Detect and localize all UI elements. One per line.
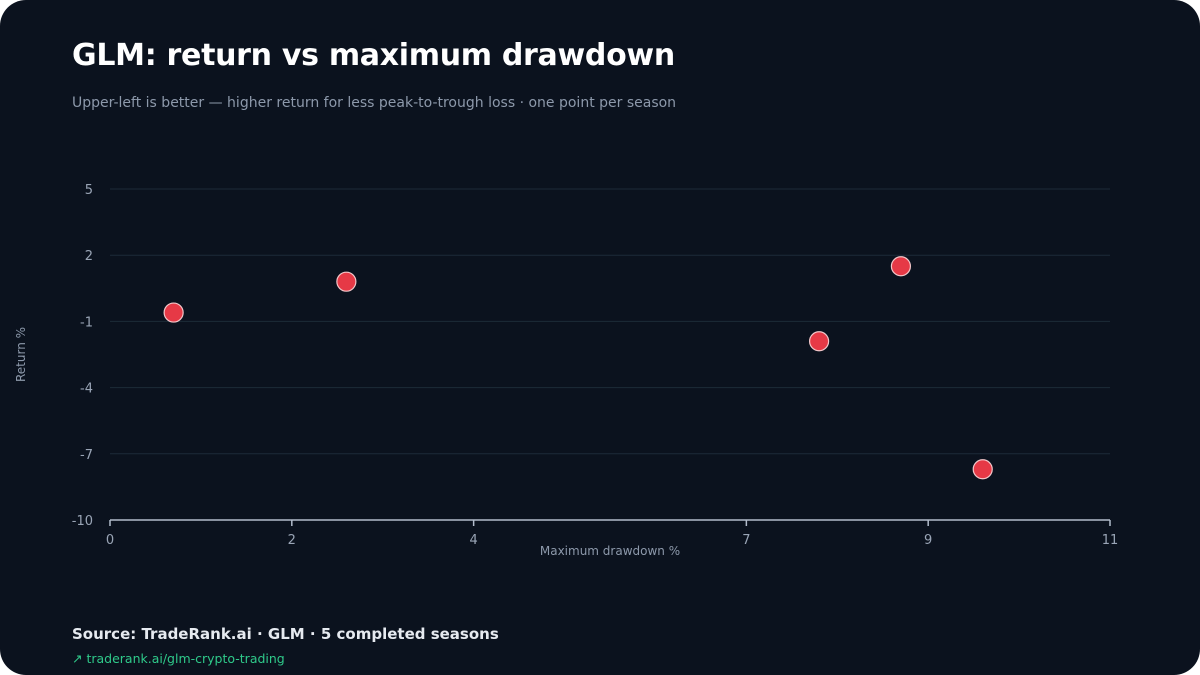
data-point[interactable] [336,271,357,292]
source-link[interactable]: ↗ traderank.ai/glm-crypto-trading [72,651,285,666]
y-tick-label: -7 [80,448,93,463]
chart-title: GLM: return vs maximum drawdown [72,38,675,73]
y-tick-label: -1 [80,315,93,330]
source-note: Source: TradeRank.ai · GLM · 5 completed… [72,625,499,643]
data-point[interactable] [972,459,993,480]
y-tick-label: 2 [85,249,93,264]
data-points [163,256,993,480]
data-point[interactable] [163,302,184,323]
x-tick-label: 7 [742,533,750,548]
x-tick-label: 11 [1102,533,1119,548]
gridlines [110,188,1110,455]
data-point[interactable] [808,331,830,352]
x-tick-label: 2 [288,533,296,548]
x-tick-label: 9 [924,533,932,548]
y-tick-label: -10 [72,514,93,529]
y-tick-label: 5 [85,183,93,198]
y-tick-label: -4 [80,382,93,397]
data-point[interactable] [890,256,912,277]
chart-subtitle: Upper-left is better — higher return for… [72,95,677,111]
x-tick-label: 4 [469,533,477,548]
x-axis-title: Maximum drawdown % [540,544,680,558]
axes: 5 2 -1 -4 -7 -10 0 2 4 7 9 11 [72,183,1119,548]
x-tick-label: 0 [106,533,114,548]
y-axis-title: Return % [14,327,28,382]
